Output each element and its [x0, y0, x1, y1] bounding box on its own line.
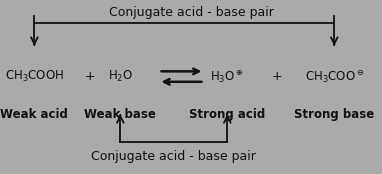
Text: Weak acid: Weak acid	[0, 108, 68, 121]
Text: Weak base: Weak base	[84, 108, 156, 121]
Text: +: +	[272, 70, 282, 83]
Text: CH$_3$COOH: CH$_3$COOH	[5, 69, 64, 84]
Text: Strong acid: Strong acid	[189, 108, 265, 121]
Text: Strong base: Strong base	[294, 108, 374, 121]
Text: H$_2$O: H$_2$O	[108, 69, 133, 84]
Text: +: +	[84, 70, 95, 83]
Text: CH$_3$COO$^\ominus$: CH$_3$COO$^\ominus$	[304, 68, 364, 85]
Text: H$_3$O$^\oplus$: H$_3$O$^\oplus$	[210, 68, 244, 85]
Text: Conjugate acid - base pair: Conjugate acid - base pair	[108, 6, 274, 19]
Text: Conjugate acid - base pair: Conjugate acid - base pair	[91, 150, 256, 163]
